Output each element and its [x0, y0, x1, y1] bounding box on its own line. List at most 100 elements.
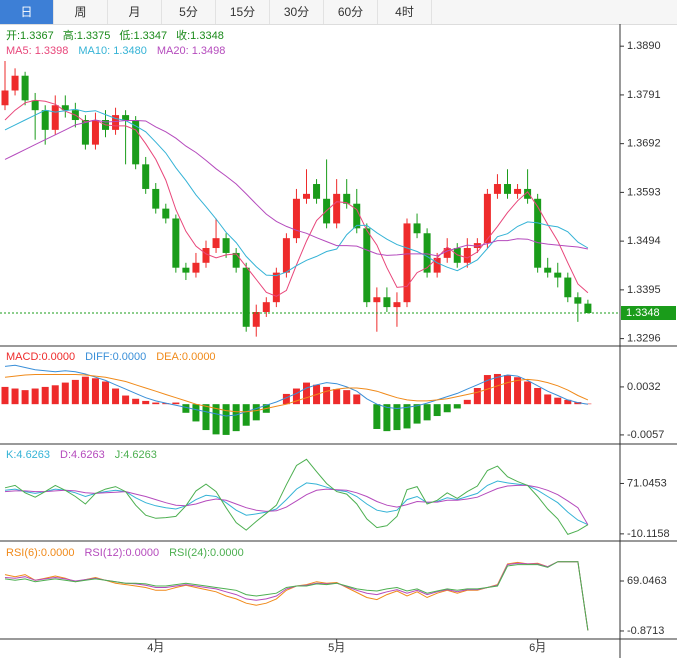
y-tick-label: 1.3890	[627, 40, 661, 52]
candle-body	[21, 75, 29, 101]
macd-bar	[61, 382, 69, 405]
macd-bar	[182, 404, 190, 413]
macd-bar	[81, 376, 89, 405]
macd-bar	[403, 404, 411, 429]
candle-body	[182, 267, 190, 273]
candle-body	[473, 243, 481, 249]
candle-body	[282, 238, 290, 273]
macd-bar	[534, 387, 542, 405]
macd-bar	[393, 404, 401, 431]
series-line	[4, 561, 589, 631]
macd-bar	[373, 404, 381, 429]
macd-bar	[1, 386, 9, 405]
series-line	[4, 458, 589, 536]
candle-body	[554, 272, 562, 278]
macd-bar	[41, 386, 49, 405]
legend-item: MA10: 1.3480	[78, 45, 147, 57]
macd-bar	[51, 385, 59, 405]
legend-item: MA5: 1.3398	[6, 45, 68, 57]
candle-body	[463, 248, 471, 263]
macd-bar	[333, 389, 341, 405]
y-tick-label: -0.0057	[627, 429, 664, 441]
series-line	[4, 561, 589, 631]
macd-bar	[112, 388, 120, 405]
macd-bar	[554, 397, 562, 405]
macd-bar	[31, 388, 39, 405]
candle-body	[534, 198, 542, 268]
candle-body	[202, 248, 210, 263]
candle-body	[61, 105, 69, 111]
candle-body	[172, 218, 180, 268]
candle-body	[423, 233, 431, 273]
candle-body	[574, 297, 582, 304]
x-tick-label: 6月	[529, 642, 546, 654]
ohlc-label: 低:1.3347	[119, 29, 167, 42]
macd-bar	[343, 390, 351, 405]
candle-body	[41, 110, 49, 130]
period-tab[interactable]: 4时	[378, 0, 432, 24]
ohlc-label: 高:1.3375	[63, 28, 111, 42]
candle-body	[393, 302, 401, 308]
candle-body	[383, 297, 391, 308]
x-tick-label: 4月	[147, 642, 164, 654]
candle-body	[81, 120, 89, 145]
macd-bar	[202, 404, 210, 431]
series-line	[4, 561, 589, 631]
candle-body	[232, 252, 240, 268]
period-tab[interactable]: 60分	[324, 0, 378, 24]
macd-bar	[453, 404, 461, 409]
macd-bar	[162, 403, 170, 405]
y-tick-label: 1.3494	[627, 235, 661, 247]
period-tab[interactable]: 5分	[162, 0, 216, 24]
legend-item: DEA:0.0000	[156, 351, 215, 363]
period-tab[interactable]: 30分	[270, 0, 324, 24]
macd-bar	[222, 404, 230, 435]
y-tick-label: 69.0463	[627, 575, 667, 587]
period-tab[interactable]: 周	[54, 0, 108, 24]
macd-bar	[152, 402, 160, 405]
macd-bar	[132, 398, 140, 405]
candle-body	[292, 198, 300, 239]
candle-body	[272, 272, 280, 303]
macd-bar	[544, 394, 552, 405]
candle-body	[252, 312, 260, 327]
y-tick-label: 1.3395	[627, 284, 661, 296]
macd-bar	[353, 394, 361, 405]
candle-body	[504, 184, 511, 194]
ohlc-label: 收:1.3348	[176, 28, 224, 42]
macd-bar	[242, 404, 250, 426]
candle-body	[122, 115, 130, 121]
legend-item: D:4.6263	[60, 449, 105, 461]
period-tabs: 日周月 5分 15分 30分 60分 4时	[0, 0, 677, 25]
legend-item: J:4.6263	[115, 449, 157, 461]
macd-bar	[282, 393, 290, 405]
macd-bar	[212, 404, 220, 435]
candle-body	[142, 164, 150, 189]
candle-body	[343, 193, 351, 204]
y-tick-label: 1.3692	[627, 138, 661, 150]
legend-item: MACD:0.0000	[6, 351, 75, 363]
macd-bar	[433, 404, 441, 417]
macd-bar	[423, 404, 431, 421]
period-tab[interactable]: 日	[0, 0, 54, 24]
y-tick-label: 0.0032	[627, 381, 661, 393]
macd-bar	[323, 386, 331, 405]
candle-body	[1, 90, 9, 106]
series-line	[4, 119, 588, 257]
macd-bar	[91, 378, 99, 405]
y-tick-label: -0.8713	[627, 625, 664, 637]
macd-bar	[473, 387, 481, 405]
legend-item: K:4.6263	[6, 449, 50, 461]
macd-bar	[122, 395, 130, 405]
period-tab[interactable]: 15分	[216, 0, 270, 24]
legend-item: RSI(24):0.0000	[169, 547, 244, 559]
macd-bar	[21, 390, 29, 405]
legend-item: MA20: 1.3498	[157, 45, 226, 57]
macd-bar	[71, 379, 79, 405]
macd-bar	[564, 399, 572, 405]
macd-bar	[443, 404, 451, 413]
macd-bar	[142, 400, 150, 405]
series-line	[4, 108, 589, 277]
period-tab[interactable]: 月	[108, 0, 162, 24]
candle-body	[333, 193, 341, 224]
